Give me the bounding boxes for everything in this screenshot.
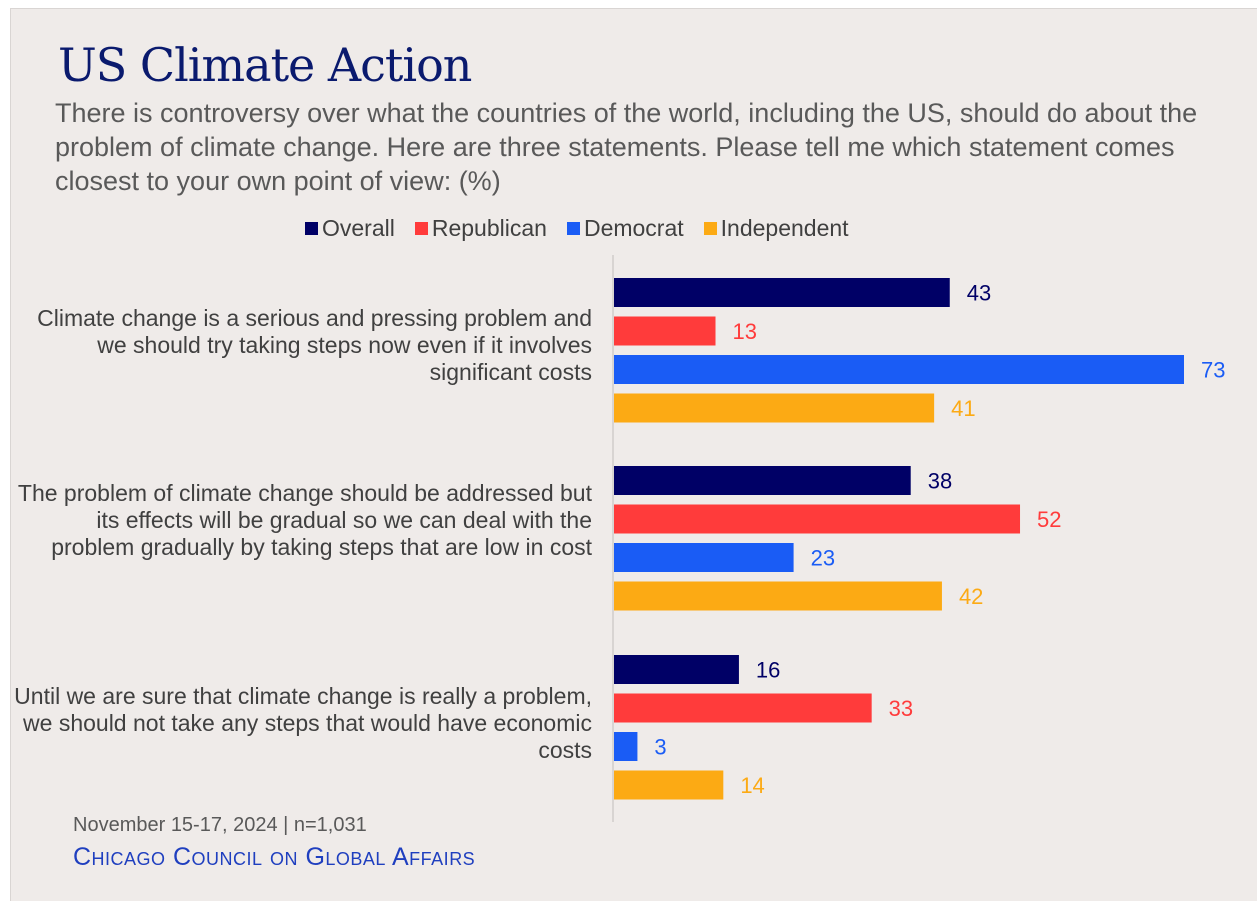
data-label-democrat-1: 73	[1201, 358, 1225, 383]
bar-democrat-2	[614, 543, 794, 572]
legend-label-democrat: Democrat	[583, 215, 684, 241]
source-credit: Chicago Council on Global Affairs	[73, 843, 476, 871]
bar-democrat-1	[614, 355, 1184, 384]
data-label-overall-1: 43	[967, 281, 991, 306]
data-label-independent-2: 42	[959, 584, 983, 609]
bar-overall-2	[614, 466, 911, 495]
category-label-no-steps: Until we are sure that climate change is…	[14, 683, 592, 763]
footnote: November 15-17, 2024 | n=1,031	[73, 814, 367, 836]
bar-independent-2	[614, 581, 942, 611]
legend-swatch-overall	[305, 222, 318, 235]
bar-independent-3	[614, 770, 724, 800]
data-label-overall-3: 16	[756, 658, 780, 683]
legend-item-independent: Independent	[703, 215, 849, 242]
category-label-gradual: The problem of climate change should be …	[17, 480, 592, 560]
legend-swatch-democrat	[566, 222, 580, 235]
legend-item-republican: Republican	[414, 215, 547, 242]
data-label-democrat-2: 23	[811, 546, 835, 571]
bar-republican-1	[614, 316, 716, 346]
category-label-serious: Climate change is a serious and pressing…	[37, 305, 592, 385]
legend-label-republican: Republican	[431, 215, 547, 241]
legend-label-overall: Overall	[322, 215, 395, 241]
data-label-democrat-3: 3	[654, 735, 666, 760]
bar-republican-2	[614, 504, 1021, 534]
legend-item-overall: Overall	[305, 215, 395, 242]
data-label-independent-1: 41	[951, 396, 975, 421]
bar-independent-1	[614, 393, 935, 423]
bar-overall-3	[614, 655, 739, 684]
data-label-republican-3: 33	[889, 696, 913, 721]
legend: Overall Republican Democrat Independent	[305, 215, 849, 242]
legend-label-independent: Independent	[720, 215, 849, 241]
bar-democrat-3	[614, 732, 638, 761]
legend-item-democrat: Democrat	[566, 215, 684, 242]
data-label-independent-3: 14	[740, 773, 764, 798]
legend-swatch-independent	[703, 222, 717, 235]
legend-swatch-republican	[414, 222, 428, 235]
data-label-overall-2: 38	[928, 469, 952, 494]
chart-subtitle: There is controversy over what the count…	[55, 98, 1198, 196]
chart-title: US Climate Action	[58, 38, 472, 92]
bar-overall-1	[614, 278, 950, 307]
bar-republican-3	[614, 693, 872, 723]
data-label-republican-1: 13	[733, 319, 757, 344]
data-label-republican-2: 52	[1037, 507, 1061, 532]
